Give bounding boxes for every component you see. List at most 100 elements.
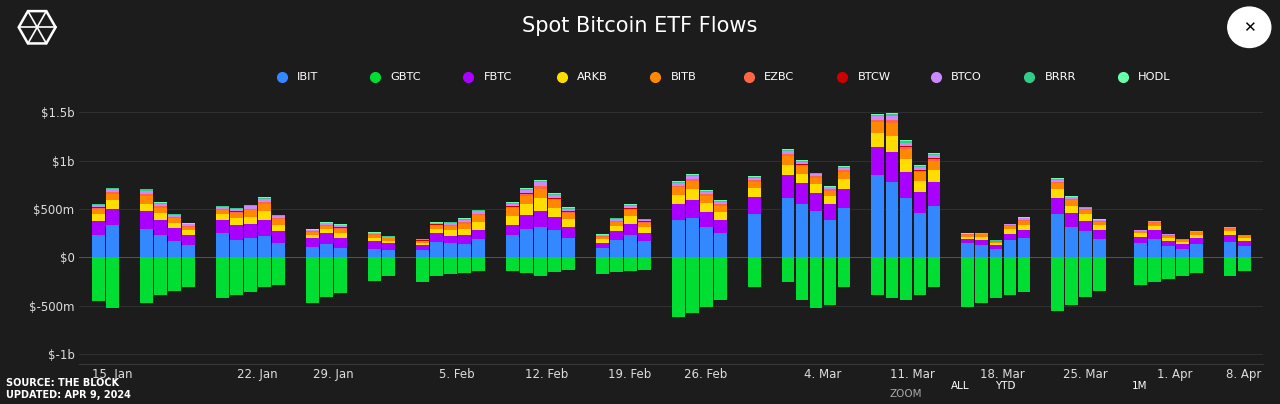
Bar [444, 243, 457, 257]
Bar [928, 154, 941, 156]
Bar [837, 167, 850, 168]
Bar [782, 154, 795, 156]
Bar [1018, 238, 1030, 257]
Bar [548, 198, 561, 199]
Bar [961, 239, 974, 243]
Bar [809, 211, 823, 257]
Bar [1224, 257, 1236, 276]
Bar [623, 206, 636, 208]
Bar [182, 235, 195, 245]
Bar [320, 223, 333, 225]
Bar [1148, 239, 1161, 257]
Bar [230, 240, 243, 257]
Bar [520, 215, 532, 229]
Bar [672, 195, 685, 204]
Bar [1134, 237, 1147, 243]
Bar [381, 240, 394, 243]
Bar [1018, 257, 1030, 292]
Bar [548, 217, 561, 230]
Bar [458, 223, 471, 229]
Bar [989, 242, 1002, 243]
Bar [1018, 220, 1030, 221]
Bar [367, 234, 380, 235]
Bar [900, 141, 913, 143]
Bar [444, 222, 457, 223]
Bar [259, 198, 271, 199]
Bar [244, 224, 257, 238]
Bar [230, 208, 243, 209]
Bar [928, 161, 941, 170]
Bar [472, 214, 485, 215]
Bar [1162, 236, 1175, 238]
Bar [230, 209, 243, 211]
Bar [700, 191, 713, 194]
Bar [886, 123, 899, 136]
Bar [106, 225, 119, 257]
Bar [1004, 257, 1016, 295]
Bar [1065, 197, 1078, 199]
Bar [623, 235, 636, 257]
Bar [609, 226, 622, 231]
Bar [672, 183, 685, 185]
Text: ALL: ALL [951, 381, 969, 391]
Bar [714, 219, 727, 233]
Bar [989, 243, 1002, 245]
Bar [230, 225, 243, 240]
Bar [273, 219, 285, 225]
Bar [273, 243, 285, 257]
Bar [106, 257, 119, 308]
Bar [548, 194, 561, 196]
Bar [367, 238, 380, 241]
Bar [259, 257, 271, 287]
Bar [444, 225, 457, 226]
Bar [928, 257, 941, 287]
Bar [1148, 223, 1161, 226]
Bar [1134, 234, 1147, 237]
Bar [748, 177, 760, 178]
Bar [1134, 257, 1147, 285]
Bar [1134, 230, 1147, 231]
Bar [1148, 257, 1161, 282]
Bar [1189, 238, 1203, 244]
Bar [92, 257, 105, 301]
Bar [154, 202, 166, 203]
Bar [837, 170, 850, 172]
Bar [900, 146, 913, 147]
Text: BRRR: BRRR [1044, 72, 1076, 82]
Bar [686, 257, 699, 313]
Bar [168, 214, 180, 215]
Bar [1065, 213, 1078, 227]
Bar [168, 228, 180, 241]
Bar [1238, 238, 1251, 241]
Bar [914, 257, 927, 295]
Bar [1018, 218, 1030, 219]
Bar [900, 159, 913, 172]
Bar [823, 220, 836, 257]
Bar [1065, 206, 1078, 213]
Bar [306, 238, 319, 246]
Bar [230, 257, 243, 295]
Bar [900, 143, 913, 146]
Bar [714, 233, 727, 257]
Bar [714, 204, 727, 206]
Bar [1079, 208, 1092, 209]
Bar [444, 236, 457, 243]
Bar [914, 181, 927, 191]
Bar [1093, 222, 1106, 225]
Bar [381, 237, 394, 238]
Bar [609, 257, 622, 272]
Bar [823, 189, 836, 191]
Bar [430, 233, 443, 242]
Bar [92, 215, 105, 221]
Bar [872, 122, 884, 133]
Bar [886, 116, 899, 120]
Bar [562, 257, 575, 270]
Bar [928, 182, 941, 206]
Bar [837, 208, 850, 257]
Bar [1004, 229, 1016, 234]
Bar [1079, 207, 1092, 208]
Bar [961, 235, 974, 237]
Bar [886, 182, 899, 257]
Bar [1093, 221, 1106, 222]
Bar [748, 188, 760, 197]
